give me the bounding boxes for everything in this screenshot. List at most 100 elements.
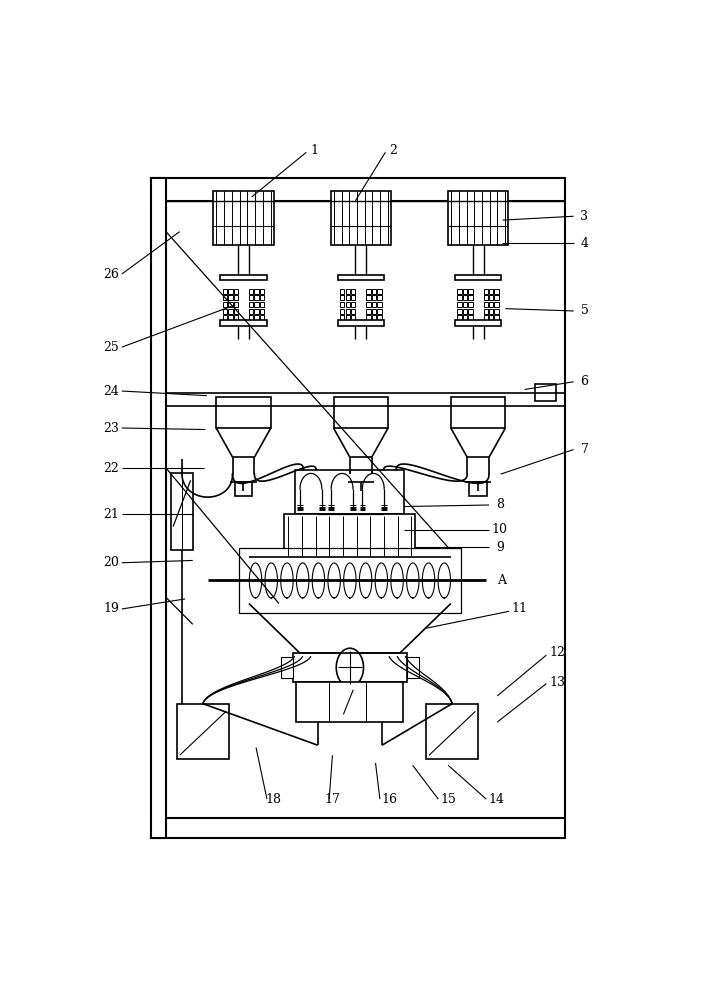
Bar: [468, 309, 472, 314]
Bar: [249, 309, 253, 314]
Bar: [377, 289, 382, 294]
Bar: [463, 309, 467, 314]
Bar: [351, 295, 356, 300]
Bar: [340, 309, 344, 314]
Bar: [346, 315, 350, 320]
Bar: [352, 482, 370, 496]
Bar: [468, 289, 472, 294]
Bar: [249, 557, 451, 604]
Bar: [340, 295, 344, 300]
Bar: [494, 309, 499, 314]
Bar: [334, 397, 388, 428]
Bar: [222, 289, 227, 294]
Text: 14: 14: [488, 793, 504, 806]
Text: 23: 23: [103, 422, 119, 434]
Text: 18: 18: [265, 793, 282, 806]
Bar: [296, 682, 403, 722]
Bar: [151, 178, 166, 838]
Bar: [448, 191, 508, 245]
Text: 15: 15: [440, 793, 456, 806]
Bar: [151, 818, 565, 838]
Bar: [494, 295, 499, 300]
Bar: [463, 315, 467, 320]
Text: 16: 16: [381, 793, 397, 806]
Bar: [455, 320, 501, 326]
Bar: [372, 302, 376, 307]
Bar: [377, 302, 382, 307]
Bar: [494, 302, 499, 307]
Bar: [346, 295, 350, 300]
Bar: [260, 302, 264, 307]
Bar: [484, 309, 488, 314]
Bar: [489, 309, 494, 314]
Bar: [489, 295, 494, 300]
Text: A: A: [497, 574, 506, 587]
Text: 24: 24: [103, 385, 119, 398]
Bar: [377, 315, 382, 320]
Bar: [234, 315, 238, 320]
Bar: [296, 470, 405, 514]
Text: 17: 17: [325, 793, 340, 806]
Text: 2: 2: [389, 144, 398, 157]
Bar: [260, 289, 264, 294]
Bar: [351, 289, 356, 294]
Bar: [484, 302, 488, 307]
Bar: [484, 295, 488, 300]
Bar: [338, 320, 384, 326]
Bar: [470, 482, 487, 496]
Bar: [372, 295, 376, 300]
Bar: [455, 275, 501, 280]
Text: 21: 21: [103, 508, 119, 521]
Bar: [331, 191, 391, 245]
Text: 11: 11: [511, 602, 527, 615]
Bar: [249, 295, 253, 300]
Bar: [489, 302, 494, 307]
Text: 26: 26: [103, 267, 119, 280]
Bar: [220, 320, 267, 326]
Bar: [254, 302, 259, 307]
Bar: [463, 295, 467, 300]
Bar: [351, 309, 356, 314]
Bar: [249, 289, 253, 294]
Text: 8: 8: [496, 498, 504, 512]
Bar: [351, 315, 356, 320]
Bar: [249, 315, 253, 320]
Bar: [254, 315, 259, 320]
Bar: [463, 289, 467, 294]
Bar: [484, 315, 488, 320]
Bar: [260, 295, 264, 300]
Bar: [340, 302, 344, 307]
Bar: [254, 289, 259, 294]
Bar: [427, 704, 478, 759]
Bar: [468, 295, 472, 300]
Circle shape: [337, 648, 363, 687]
Bar: [372, 315, 376, 320]
Bar: [228, 289, 232, 294]
Bar: [171, 473, 193, 550]
Bar: [489, 315, 494, 320]
Bar: [494, 289, 499, 294]
Bar: [366, 302, 370, 307]
Bar: [220, 275, 267, 280]
Bar: [458, 295, 462, 300]
Bar: [372, 309, 376, 314]
Bar: [468, 315, 472, 320]
Bar: [366, 295, 370, 300]
Bar: [407, 657, 419, 678]
Bar: [484, 289, 488, 294]
Bar: [372, 289, 376, 294]
Bar: [260, 315, 264, 320]
Text: 25: 25: [103, 341, 119, 354]
Bar: [254, 295, 259, 300]
Text: 7: 7: [581, 443, 589, 456]
Bar: [234, 289, 238, 294]
Bar: [228, 295, 232, 300]
Bar: [228, 315, 232, 320]
Bar: [458, 302, 462, 307]
Bar: [468, 302, 472, 307]
Text: 1: 1: [310, 144, 318, 157]
Bar: [228, 302, 232, 307]
Text: 6: 6: [581, 375, 589, 388]
Text: 4: 4: [581, 237, 589, 250]
Bar: [346, 289, 350, 294]
